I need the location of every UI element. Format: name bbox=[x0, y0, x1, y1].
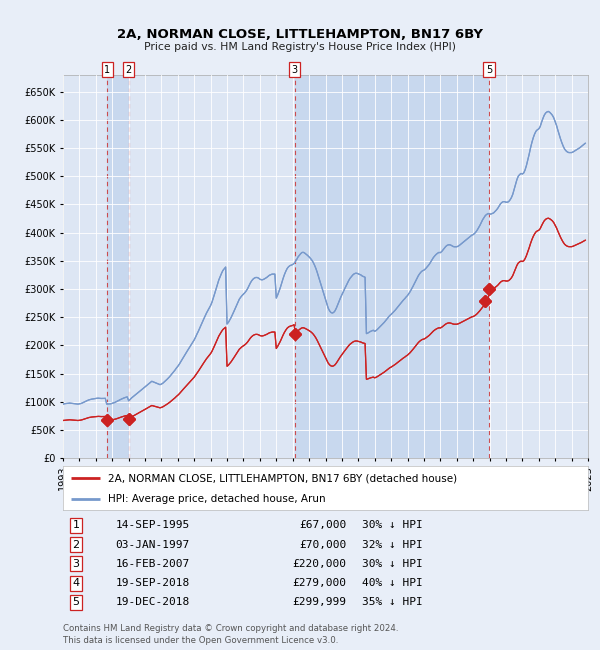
Text: 19-DEC-2018: 19-DEC-2018 bbox=[115, 597, 190, 607]
Text: 2A, NORMAN CLOSE, LITTLEHAMPTON, BN17 6BY (detached house): 2A, NORMAN CLOSE, LITTLEHAMPTON, BN17 6B… bbox=[107, 473, 457, 484]
Text: £70,000: £70,000 bbox=[299, 540, 347, 550]
Text: 19-SEP-2018: 19-SEP-2018 bbox=[115, 578, 190, 588]
Text: 03-JAN-1997: 03-JAN-1997 bbox=[115, 540, 190, 550]
Bar bbox=[63, 75, 107, 458]
Text: £279,000: £279,000 bbox=[293, 578, 347, 588]
Text: Contains HM Land Registry data © Crown copyright and database right 2024.: Contains HM Land Registry data © Crown c… bbox=[63, 624, 398, 633]
Text: 5: 5 bbox=[486, 65, 492, 75]
Text: 5: 5 bbox=[73, 597, 80, 607]
Text: 40% ↓ HPI: 40% ↓ HPI bbox=[362, 578, 423, 588]
Text: 4: 4 bbox=[73, 578, 80, 588]
Text: 1: 1 bbox=[104, 65, 110, 75]
Text: £299,999: £299,999 bbox=[293, 597, 347, 607]
Text: £67,000: £67,000 bbox=[299, 521, 347, 530]
Text: 30% ↓ HPI: 30% ↓ HPI bbox=[362, 559, 423, 569]
Text: 2A, NORMAN CLOSE, LITTLEHAMPTON, BN17 6BY: 2A, NORMAN CLOSE, LITTLEHAMPTON, BN17 6B… bbox=[117, 28, 483, 41]
Text: Price paid vs. HM Land Registry's House Price Index (HPI): Price paid vs. HM Land Registry's House … bbox=[144, 42, 456, 52]
Text: HPI: Average price, detached house, Arun: HPI: Average price, detached house, Arun bbox=[107, 494, 325, 504]
Text: 16-FEB-2007: 16-FEB-2007 bbox=[115, 559, 190, 569]
Text: 35% ↓ HPI: 35% ↓ HPI bbox=[362, 597, 423, 607]
Bar bbox=[129, 75, 295, 458]
Text: £220,000: £220,000 bbox=[293, 559, 347, 569]
Text: 32% ↓ HPI: 32% ↓ HPI bbox=[362, 540, 423, 550]
Bar bbox=[489, 75, 585, 458]
Bar bbox=[295, 75, 489, 458]
Bar bbox=[107, 75, 129, 458]
Text: 1: 1 bbox=[73, 521, 80, 530]
Text: This data is licensed under the Open Government Licence v3.0.: This data is licensed under the Open Gov… bbox=[63, 636, 338, 645]
Text: 3: 3 bbox=[292, 65, 298, 75]
Text: 30% ↓ HPI: 30% ↓ HPI bbox=[362, 521, 423, 530]
Text: 2: 2 bbox=[125, 65, 132, 75]
Text: 3: 3 bbox=[73, 559, 80, 569]
Text: 14-SEP-1995: 14-SEP-1995 bbox=[115, 521, 190, 530]
Text: 2: 2 bbox=[73, 540, 80, 550]
